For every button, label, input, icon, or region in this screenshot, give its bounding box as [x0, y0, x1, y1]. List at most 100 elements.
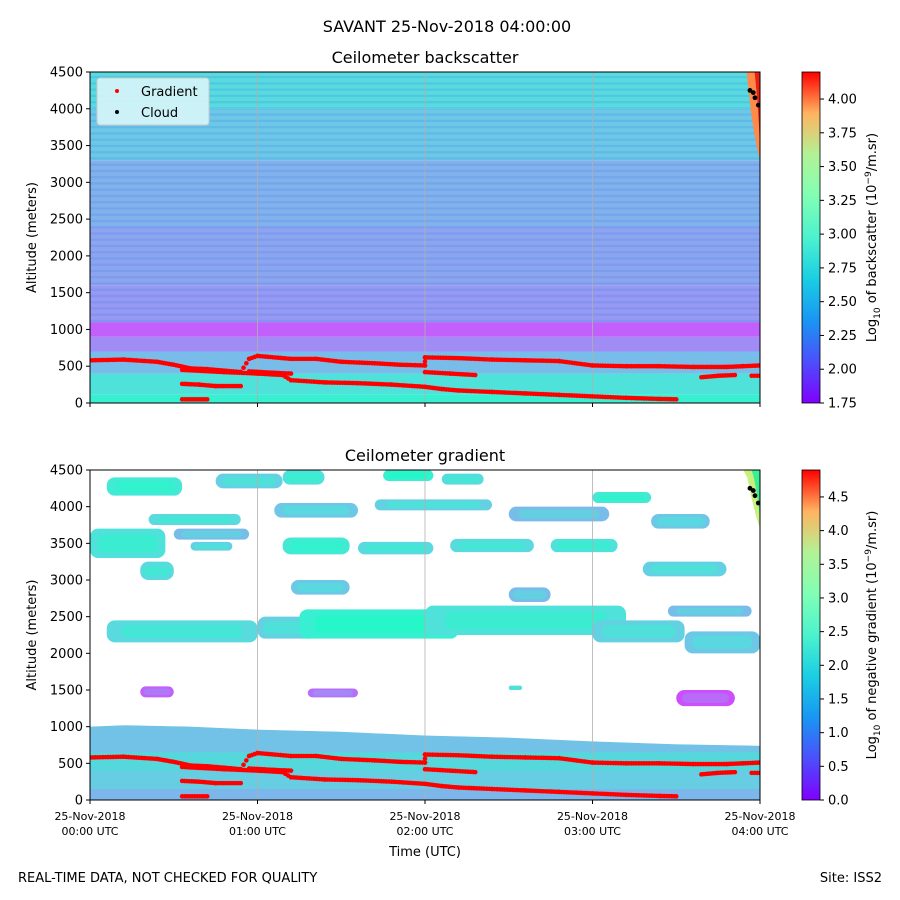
y-tick-label: 4500	[50, 66, 83, 81]
gradient-point	[757, 760, 760, 765]
panel-title: Ceilometer backscatter	[332, 48, 519, 67]
gradient-patch-core	[386, 501, 481, 509]
colorbar	[801, 469, 821, 801]
y-tick-label: 3000	[50, 176, 83, 191]
gradient-patch-core	[682, 693, 730, 703]
gradient-patch-core	[296, 582, 344, 592]
y-tick-label: 1000	[50, 323, 83, 338]
gradient-point	[238, 780, 244, 786]
gradient-patch-core	[692, 635, 753, 649]
gradient-patch-core	[312, 690, 353, 696]
legend-marker	[115, 89, 119, 93]
y-tick-label: 0	[75, 794, 83, 809]
colorbar-tick-label: 3.00	[828, 228, 857, 243]
colorbar-tick-label: 3.25	[828, 194, 857, 209]
cloud-core	[749, 470, 760, 518]
gradient-patch-core	[222, 476, 276, 486]
colorbar-label-part: −9	[864, 549, 874, 563]
gradient-point	[244, 758, 249, 763]
gradient-patch-core	[157, 516, 232, 523]
cloud-point	[752, 95, 758, 101]
colorbar-label-part: 10	[873, 724, 883, 736]
colorbar-tick-label: 3.5	[828, 558, 849, 573]
x-tick-date: 25-Nov-2018	[724, 810, 795, 823]
gradient-patch-core	[365, 544, 426, 552]
x-tick-date: 25-Nov-2018	[222, 810, 293, 823]
gradient-point	[288, 768, 294, 773]
figure-title: SAVANT 25-Nov-2018 04:00:00	[323, 17, 571, 36]
gradient-point	[241, 365, 246, 370]
x-axis-label: Time (UTC)	[388, 845, 461, 860]
gradient-point	[673, 794, 679, 799]
y-tick-label: 2500	[50, 213, 83, 228]
gradient-patch-core	[651, 564, 719, 574]
legend-box	[96, 77, 210, 126]
site-label: Site: ISS2	[820, 871, 882, 886]
legend: Gradient Cloud	[96, 77, 210, 126]
colorbar-label-part: /m.sr)	[865, 511, 880, 549]
colorbar-tick-label: 2.00	[828, 363, 857, 378]
y-axis-label: Altitude (meters)	[25, 580, 40, 691]
gradient-point	[732, 372, 738, 378]
cloud-point	[755, 102, 760, 108]
y-tick-label: 500	[58, 360, 83, 375]
gradient-point	[422, 756, 428, 761]
colorbar-label-part: Log	[865, 319, 880, 342]
gradient-point	[204, 794, 210, 799]
x-tick-time: 00:00 UTC	[61, 825, 118, 838]
colorbar-tick-label: 2.25	[828, 329, 857, 344]
y-tick-label: 1000	[50, 720, 83, 735]
colorbar-tick-label: 4.0	[828, 524, 849, 539]
gradient-point	[673, 397, 679, 402]
colorbar-tick-label: 2.75	[828, 261, 857, 276]
legend-marker	[115, 110, 119, 114]
gradient-patch-core	[518, 509, 600, 519]
gradient-patch-core	[263, 621, 311, 635]
gradient-patch-core	[181, 530, 242, 538]
colorbar-tick-label: 1.75	[828, 397, 857, 412]
colorbar-tick-label: 0.5	[828, 760, 849, 775]
gradient-point	[757, 770, 760, 776]
y-tick-label: 1500	[50, 286, 83, 301]
gradient-patch-core	[143, 565, 171, 577]
colorbar-label-part: /m.sr)	[865, 133, 880, 171]
gradient-point	[757, 373, 760, 379]
gradient-point	[422, 760, 428, 765]
colorbar-tick-label: 3.75	[828, 126, 857, 141]
gradient-point	[732, 769, 738, 775]
colorbar-label: Log10 of negative gradient (10−9/m.sr)	[864, 511, 883, 760]
gradient-point	[238, 383, 244, 389]
y-tick-label: 4000	[50, 500, 83, 515]
y-tick-label: 3500	[50, 537, 83, 552]
colorbar-label-part: 10	[873, 307, 883, 319]
panel-title: Ceilometer gradient	[345, 446, 505, 465]
colorbar-tick-label: 0.0	[828, 794, 849, 809]
gradient-point	[472, 372, 478, 378]
colorbar-label-part: −9	[864, 171, 874, 185]
cloud-point	[750, 488, 756, 493]
gradient-panel: Ceilometer gradient 0 500 1000 1500 2000 2500 3…	[25, 446, 883, 860]
plot-area	[90, 470, 760, 800]
colorbar-label-part: of backscatter (10	[865, 185, 880, 308]
colorbar-tick-label: 2.0	[828, 659, 849, 674]
x-tick-date: 25-Nov-2018	[557, 810, 628, 823]
x-tick-time: 03:00 UTC	[564, 825, 621, 838]
gradient-point	[244, 360, 249, 366]
y-axis-label: Altitude (meters)	[25, 182, 40, 293]
y-tick-label: 500	[58, 757, 83, 772]
gradient-patch-core	[601, 624, 676, 638]
gradient-point	[204, 397, 210, 402]
y-tick-label: 2500	[50, 610, 83, 625]
cloud-point	[752, 493, 758, 499]
gradient-patch-core	[557, 541, 611, 550]
colorbar-tick-label: 3.0	[828, 591, 849, 606]
y-tick-label: 1500	[50, 684, 83, 699]
gradient-patch-core	[676, 607, 744, 615]
gradient-point	[472, 769, 478, 775]
colorbar-tick-label: 4.5	[828, 490, 849, 505]
gradient-patch-core	[97, 534, 158, 553]
legend-label: Gradient	[141, 85, 198, 100]
y-tick-label: 4500	[50, 464, 83, 479]
gradient-patch-core	[598, 494, 646, 501]
